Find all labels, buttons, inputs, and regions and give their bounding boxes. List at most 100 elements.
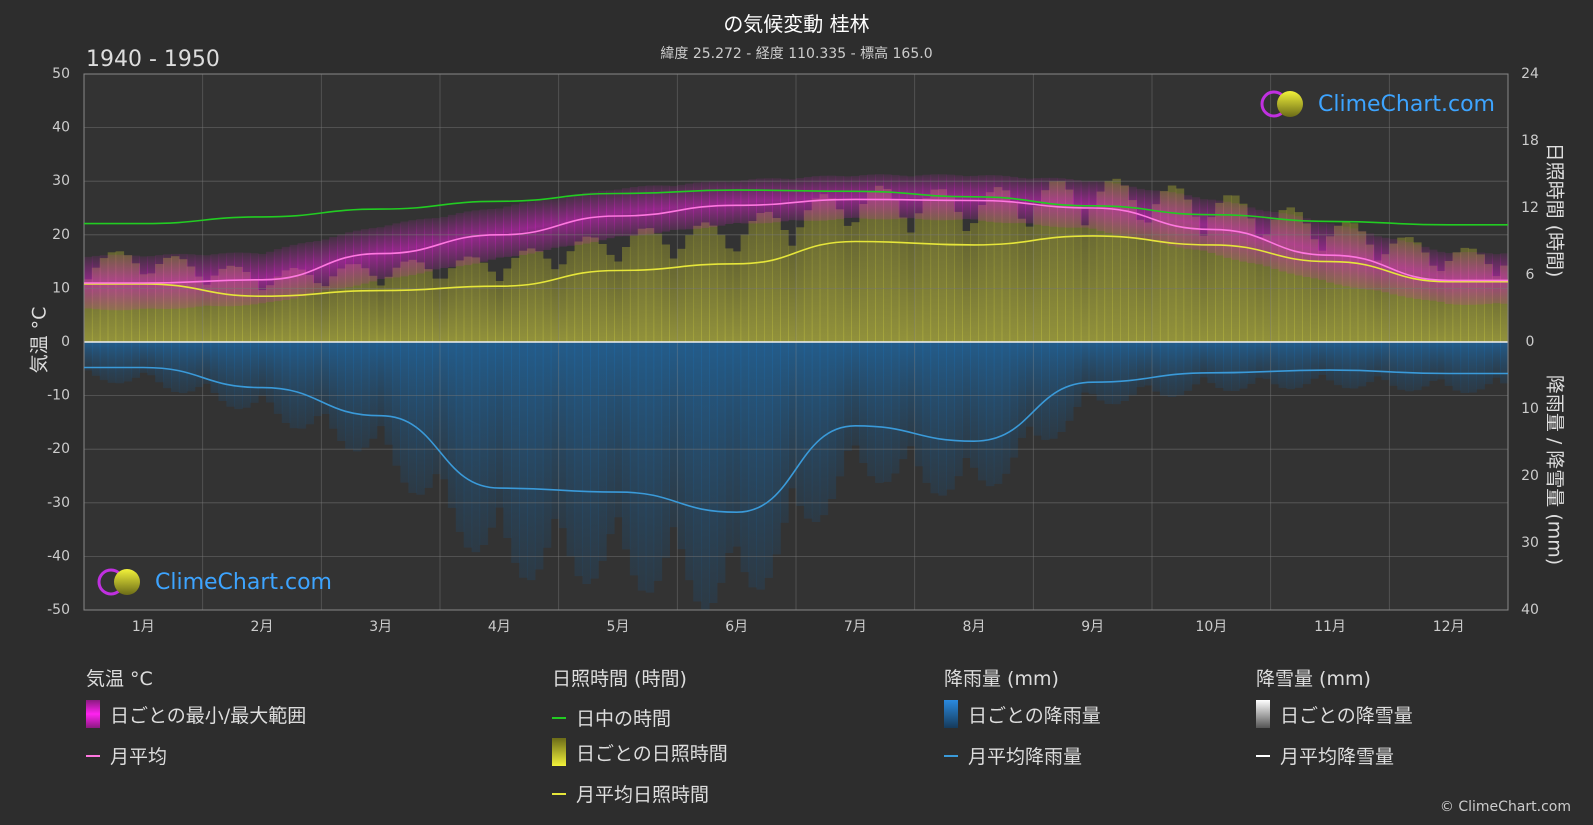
daily-temp-range-bar [408,220,417,276]
climechart-logo-icon [1260,90,1303,118]
daily-rain-bar [1357,342,1367,387]
daily-rain-bar [954,342,963,477]
daily-rain-bar [732,342,742,547]
legend-label: 月平均 [110,746,168,768]
daily-rain-bar [978,342,987,481]
daily-sunshine-bar [534,251,544,342]
daily-rain-bar [1444,342,1454,386]
daily-temp-range-bar [1001,175,1011,224]
daily-temp-range-bar [1405,242,1414,298]
daily-sunshine-bar [487,271,496,342]
daily-temp-range-bar [1104,182,1113,233]
daily-rain-bar [883,342,892,482]
daily-rain-bar [1049,342,1058,439]
x-tick-label: 2月 [251,619,274,635]
daily-temp-range-bar [155,255,164,309]
daily-temp-range-bar [732,181,742,223]
daily-temp-range-bar [803,176,813,221]
legend-swatch [1256,754,1270,757]
daily-sunshine-bar [653,233,663,342]
daily-rain-bar [811,342,821,522]
daily-sunshine-bar [1492,276,1501,342]
daily-sunshine-bar [1120,185,1129,342]
legend-swatch [944,700,958,728]
chart-subtitle: 緯度 25.272 - 経度 110.335 - 標高 165.0 [660,46,933,62]
left-tick-label: -20 [47,441,70,457]
daily-rain-bar [875,342,884,483]
daily-temp-range-bar [566,195,576,246]
daily-temp-range-bar [835,175,845,220]
daily-rain-bar [329,342,338,429]
daily-rain-bar [1246,342,1256,384]
legend-label: 日ごとの日照時間 [576,742,728,765]
right-tick-label-precip: 20 [1521,468,1539,484]
daily-sunshine-bar [479,262,489,342]
daily-sunshine-bar [1428,265,1438,342]
daily-temp-range-bar [353,230,362,286]
daily-temp-range-bar [527,201,536,254]
daily-rain-bar [629,342,639,576]
daily-temp-range-bar [898,175,908,219]
daily-sunshine-bar [1183,199,1193,342]
daily-sunshine-bar [756,213,765,342]
daily-rain-bar [107,342,117,383]
daily-sunshine-bar [598,244,607,342]
daily-rain-bar [1231,342,1240,391]
legend-swatch [1256,700,1270,728]
grid-lines [83,73,1509,611]
daily-rain-bar [906,342,916,447]
daily-sunshine-bar [1096,191,1106,342]
logo-text: ClimeChart.com [1318,91,1495,117]
daily-temp-range-bar [542,199,552,250]
series-line-sunshine [84,189,1508,226]
daily-sunshine-bar [432,278,441,342]
daily-rain-bar [843,342,852,451]
left-tick-label: 30 [52,173,70,189]
daily-sunshine-bar [851,222,860,342]
daily-sunshine-bar [574,241,583,342]
daily-rain-bar [194,342,204,388]
daily-temp-range-bar [843,176,852,218]
daily-temp-range-bar [764,178,773,224]
daily-temp-range-bar [313,241,322,293]
daily-temp-range-bar [384,225,394,279]
daily-rain-bar [131,342,140,378]
daily-temp-range-bar [938,174,947,221]
daily-rain-bar [851,342,860,446]
daily-temp-range-bar [859,175,868,219]
x-tick-label: 6月 [725,619,748,635]
daily-temp-range-bar [1365,233,1375,290]
daily-rain-bar [84,342,93,371]
daily-temp-range-bar [1468,252,1477,305]
daily-sunshine-bar [835,209,845,342]
daily-rain-bar [653,342,663,581]
daily-rain-bar [376,342,386,427]
daily-sunshine-bar [922,198,932,342]
right-tick-label-sunshine: 24 [1521,66,1539,82]
daily-temp-range-bar [1476,252,1485,305]
daily-rain-bar [1096,342,1106,401]
x-tick-label: 11月 [1314,619,1346,635]
legend-item-temp-mean: 月平均 [86,742,167,769]
daily-rain-bar [321,342,330,414]
daily-sunshine-bar [606,254,615,342]
x-tick-label: 8月 [963,619,986,635]
daily-temp-range-bar [1421,246,1430,300]
daily-rain-bar [289,342,299,429]
legend-label: 月平均降雪量 [1280,746,1395,768]
daily-rain-bar [305,342,314,425]
daily-sunshine-bar [1318,250,1327,342]
daily-temp-range-bar [772,178,781,223]
daily-sunshine-bar [321,286,330,342]
daily-temp-range-bar [368,228,378,282]
daily-rain-bar [890,342,900,474]
daily-rain-bar [487,342,496,528]
daily-sunshine-bar [527,248,536,342]
daily-temp-range-bar [1286,214,1295,274]
daily-rain-bar [1262,342,1272,379]
daily-temp-range-bar [1318,222,1327,280]
left-tick-label: 10 [52,280,70,296]
daily-rain-bar [408,342,417,493]
daily-sunshine-bar [796,227,805,342]
daily-rain-bar [1349,342,1359,389]
